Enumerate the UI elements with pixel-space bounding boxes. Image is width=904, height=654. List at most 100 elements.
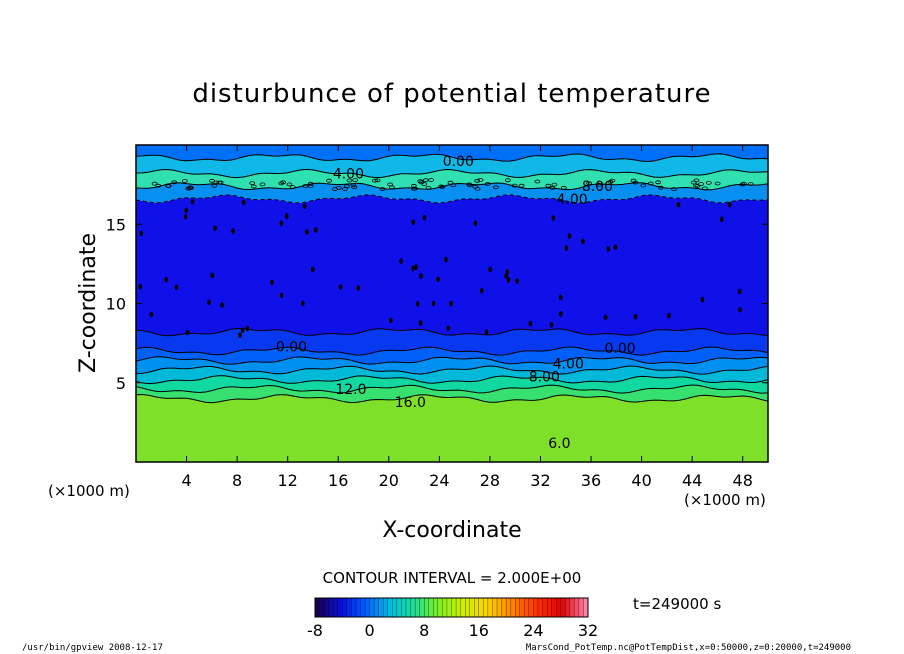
plot-area (136, 145, 768, 462)
contour-speck (338, 284, 343, 290)
heatmap-layer (136, 366, 768, 384)
footer-left: /usr/bin/gpview 2008-12-17 (22, 643, 163, 653)
contour-speck (279, 292, 284, 299)
contour-speck (549, 185, 556, 190)
x-unit-left: (×1000 m) (48, 482, 130, 500)
contour-speck (450, 183, 457, 188)
colorbar-cell (351, 597, 357, 618)
contour-speck (727, 201, 732, 208)
contour-speck (737, 288, 742, 295)
contour-line (136, 346, 768, 356)
contour-line (136, 365, 768, 375)
contour-speck (388, 185, 395, 190)
colorbar-cell (337, 597, 343, 618)
colorbar-ticks: -8 0 8 16 24 32 (307, 621, 598, 640)
contour-speck (155, 183, 162, 188)
contour-speck (301, 300, 305, 307)
colorbar-cell (437, 597, 443, 618)
contour-label: 0.00 (443, 154, 474, 170)
contour-label: 4.00 (553, 357, 584, 373)
heatmap-layer (136, 194, 768, 336)
contour-speck (307, 184, 314, 188)
contour-speck (613, 244, 618, 250)
colorbar-cell (323, 597, 330, 618)
colorbar-cell (314, 597, 320, 618)
y-axis-ticks: 5 10 15 (106, 215, 768, 393)
colorbar-cell (487, 597, 493, 618)
contour-speck (314, 227, 318, 233)
contour-speck (279, 220, 284, 227)
contour-speck (343, 184, 350, 189)
contour-speck (183, 214, 188, 220)
contour-speck (289, 185, 296, 190)
contour-speck (474, 178, 481, 183)
contour-speck (449, 300, 453, 307)
contour-speck (411, 186, 418, 191)
colorbar-cell (383, 597, 389, 618)
contour-speck (479, 287, 484, 294)
contour-label: 16.0 (395, 395, 426, 411)
contour-speck (422, 214, 427, 221)
contour-speck (213, 180, 220, 185)
contour-speck (581, 238, 585, 244)
contour-speck (560, 185, 567, 190)
contour-speck (506, 277, 511, 283)
contour-speck (657, 185, 664, 190)
x-tick-label: 4 (181, 471, 191, 490)
contour-speck (558, 311, 563, 317)
contour-speck (270, 279, 274, 286)
contour-speck (350, 183, 357, 188)
colorbar-cell (469, 597, 475, 618)
contour-speck (209, 178, 215, 183)
contour-speck (389, 317, 393, 324)
x-tick-label: 8 (232, 471, 242, 490)
colorbar-tick-label: 16 (469, 621, 489, 640)
colorbar-cell (392, 597, 398, 618)
colorbar-cell (492, 597, 498, 618)
colorbar-cell (428, 597, 434, 618)
contour-speck (484, 182, 491, 186)
y-tick-label: 5 (116, 374, 126, 393)
contour-speck (411, 219, 416, 225)
contour-speck (446, 325, 451, 332)
contour-line (136, 356, 768, 365)
colorbar-cell (460, 597, 466, 618)
contour-speck (694, 184, 701, 189)
contour-speck (528, 320, 533, 327)
contour-speck (184, 207, 189, 214)
colorbar-cell (319, 597, 325, 618)
y-tick-label: 15 (106, 215, 126, 234)
footer-right: MarsCond_PotTemp.nc@PotTempDist,x=0:5000… (526, 643, 851, 653)
colorbar-cell (505, 597, 512, 618)
colorbar-cell (578, 597, 584, 618)
contour-label: 6.0 (548, 436, 570, 452)
contour-speck (231, 228, 235, 234)
colorbar-cell (474, 597, 480, 618)
contour-speck (286, 182, 293, 187)
colorbar-cell (537, 597, 543, 618)
colorbar-cell (451, 597, 457, 618)
x-tick-label: 40 (631, 471, 651, 490)
x-unit-right: (×1000 m) (684, 491, 766, 509)
contour-speck (698, 182, 704, 186)
colorbar-frame (314, 597, 589, 618)
contour-speck (174, 284, 179, 291)
contour-speck (207, 299, 211, 306)
contour-specks (138, 178, 754, 338)
contour-speck (567, 233, 572, 239)
colorbar-cell (556, 597, 562, 618)
x-tick-label: 48 (733, 471, 753, 490)
contour-line (136, 153, 768, 163)
contour-speck (418, 320, 423, 326)
contour-labels: 0.004.008.004.000.00 0.004.008.0012.016.0… (276, 154, 636, 452)
contour-speck (558, 294, 563, 301)
contour-label: 0.00 (276, 339, 307, 355)
x-tick-label: 20 (379, 471, 399, 490)
x-axis-ticks: 4 8 12 16 20 24 28 32 36 40 44 48 (181, 145, 753, 490)
contour-speck (190, 198, 195, 205)
contour-speck (484, 329, 489, 335)
contour-speck (551, 182, 558, 187)
contour-speck (411, 265, 415, 272)
colorbar-cell (501, 597, 507, 618)
contour-line (136, 168, 768, 179)
